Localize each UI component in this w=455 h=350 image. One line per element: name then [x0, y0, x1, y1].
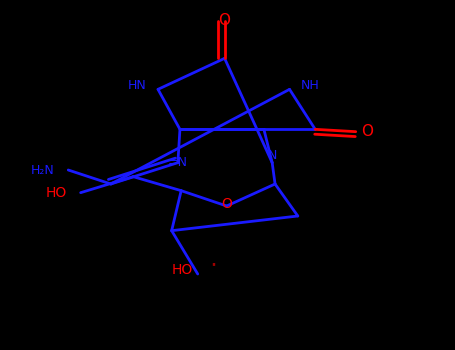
Text: O: O [221, 197, 232, 211]
Text: HN: HN [128, 79, 147, 92]
Text: HO: HO [46, 186, 67, 199]
Text: HO: HO [172, 264, 193, 278]
Text: O: O [361, 124, 373, 139]
Text: =N: =N [168, 156, 188, 169]
Text: O: O [218, 13, 231, 28]
Text: H₂N: H₂N [31, 163, 55, 176]
Text: NH: NH [301, 79, 319, 92]
Text: N: N [268, 149, 277, 162]
Text: '': '' [211, 262, 216, 272]
